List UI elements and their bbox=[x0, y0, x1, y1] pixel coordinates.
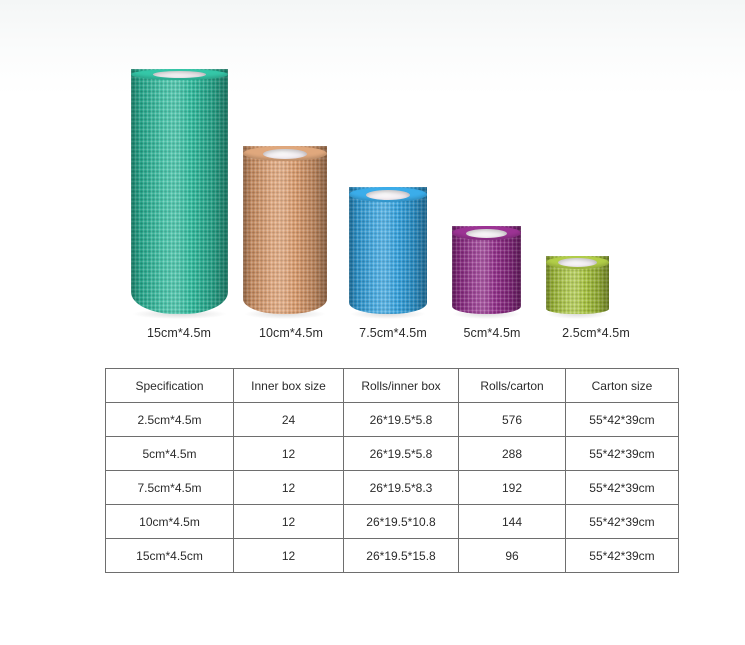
size-caption: 10cm*4.5m bbox=[258, 326, 324, 340]
cell-inner-box-size: 12 bbox=[233, 504, 344, 539]
roll-paper-core bbox=[153, 71, 206, 78]
roll-contact-shadow bbox=[132, 309, 227, 319]
cell-rolls-carton: 144 bbox=[458, 504, 566, 539]
cell-specification: 7.5cm*4.5m bbox=[105, 470, 234, 505]
column-header-carton-size: Carton size bbox=[565, 368, 679, 403]
roll-paper-core bbox=[366, 190, 410, 200]
size-caption: 7.5cm*4.5m bbox=[359, 326, 427, 340]
cell-specification: 15cm*4.5cm bbox=[105, 538, 234, 573]
column-header-rolls-inner-box: Rolls/inner box bbox=[343, 368, 459, 403]
roll-contact-shadow bbox=[547, 309, 608, 319]
roll-15cm-green bbox=[131, 69, 228, 319]
table-row: 15cm*4.5cm 12 26*19.5*15.8 96 55*42*39cm bbox=[105, 538, 679, 573]
roll-25mm-lime bbox=[546, 256, 609, 319]
cell-rolls-inner-box: 26*19.5*5.8 bbox=[343, 436, 459, 471]
size-caption: 5cm*4.5m bbox=[463, 326, 521, 340]
size-caption-row: 15cm*4.5m 10cm*4.5m 7.5cm*4.5m 5cm*4.5m 2.5c… bbox=[0, 326, 745, 348]
cell-rolls-inner-box: 26*19.5*5.8 bbox=[343, 402, 459, 437]
roll-75mm-blue bbox=[349, 187, 427, 319]
cell-specification: 10cm*4.5m bbox=[105, 504, 234, 539]
table-header-row: Specification Inner box size Rolls/inner… bbox=[105, 368, 679, 403]
roll-body bbox=[131, 69, 228, 314]
cell-rolls-carton: 96 bbox=[458, 538, 566, 573]
cell-carton-size: 55*42*39cm bbox=[565, 436, 679, 471]
roll-body bbox=[243, 146, 327, 314]
size-caption: 15cm*4.5m bbox=[146, 326, 212, 340]
column-header-rolls-carton: Rolls/carton bbox=[458, 368, 566, 403]
cell-rolls-inner-box: 26*19.5*10.8 bbox=[343, 504, 459, 539]
cell-rolls-carton: 288 bbox=[458, 436, 566, 471]
roll-contact-shadow bbox=[350, 309, 426, 319]
product-photo bbox=[0, 0, 745, 320]
roll-body bbox=[452, 226, 521, 314]
size-caption: 2.5cm*4.5m bbox=[562, 326, 630, 340]
roll-10cm-tan bbox=[243, 146, 327, 319]
cell-carton-size: 55*42*39cm bbox=[565, 402, 679, 437]
table-row: 10cm*4.5m 12 26*19.5*10.8 144 55*42*39cm bbox=[105, 504, 679, 539]
table-row: 7.5cm*4.5m 12 26*19.5*8.3 192 55*42*39cm bbox=[105, 470, 679, 505]
roll-contact-shadow bbox=[244, 309, 326, 319]
cell-rolls-carton: 192 bbox=[458, 470, 566, 505]
cell-rolls-inner-box: 26*19.5*15.8 bbox=[343, 538, 459, 573]
cell-rolls-carton: 576 bbox=[458, 402, 566, 437]
column-header-specification: Specification bbox=[105, 368, 234, 403]
cell-specification: 2.5cm*4.5m bbox=[105, 402, 234, 437]
cell-inner-box-size: 24 bbox=[233, 402, 344, 437]
table-header: Specification Inner box size Rolls/inner… bbox=[105, 368, 679, 403]
cell-carton-size: 55*42*39cm bbox=[565, 538, 679, 573]
roll-body bbox=[349, 187, 427, 314]
specification-table: Specification Inner box size Rolls/inner… bbox=[105, 368, 679, 573]
cell-carton-size: 55*42*39cm bbox=[565, 470, 679, 505]
roll-5cm-purple bbox=[452, 226, 521, 319]
roll-paper-core bbox=[558, 258, 597, 267]
cell-specification: 5cm*4.5m bbox=[105, 436, 234, 471]
table-row: 5cm*4.5m 12 26*19.5*5.8 288 55*42*39cm bbox=[105, 436, 679, 471]
cell-inner-box-size: 12 bbox=[233, 436, 344, 471]
roll-paper-core bbox=[466, 229, 507, 238]
table-row: 2.5cm*4.5m 24 26*19.5*5.8 576 55*42*39cm bbox=[105, 402, 679, 437]
roll-paper-core bbox=[263, 149, 307, 159]
column-header-inner-box-size: Inner box size bbox=[233, 368, 344, 403]
roll-contact-shadow bbox=[453, 309, 520, 319]
cell-inner-box-size: 12 bbox=[233, 470, 344, 505]
cell-carton-size: 55*42*39cm bbox=[565, 504, 679, 539]
table-body: 2.5cm*4.5m 24 26*19.5*5.8 576 55*42*39cm 5cm*… bbox=[105, 402, 679, 573]
cell-rolls-inner-box: 26*19.5*8.3 bbox=[343, 470, 459, 505]
cell-inner-box-size: 12 bbox=[233, 538, 344, 573]
